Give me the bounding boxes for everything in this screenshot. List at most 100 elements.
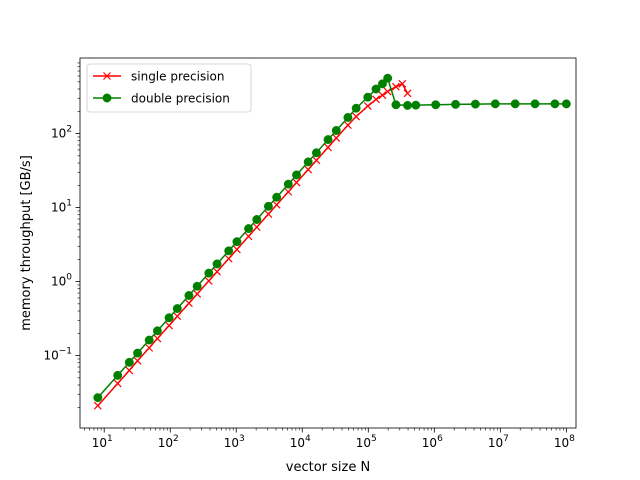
data-point [343, 121, 352, 130]
data-point [204, 268, 214, 278]
legend-item: single precision [93, 70, 224, 84]
data-point [403, 100, 412, 110]
x-tick-label: 101 [92, 434, 113, 450]
data-point [312, 156, 321, 165]
x-tick-label: 106 [422, 434, 443, 450]
data-point [343, 113, 353, 122]
data-point [324, 143, 332, 152]
data-point [133, 348, 143, 358]
data-point [152, 326, 162, 336]
data-point [292, 178, 301, 187]
data-point [371, 84, 381, 94]
data-point [351, 103, 361, 113]
data-point [93, 401, 102, 410]
data-point [391, 100, 401, 110]
plot-frame [79, 57, 577, 429]
data-point [550, 99, 560, 109]
data-point [252, 223, 261, 232]
data-point [363, 92, 373, 102]
data-point [153, 334, 162, 343]
series-single-precision [93, 79, 412, 410]
legend-label: double precision [131, 92, 230, 106]
data-point [133, 356, 142, 365]
data-point [372, 95, 380, 104]
data-point [470, 99, 480, 109]
data-point [173, 312, 182, 321]
x-tick-label: 102 [158, 434, 179, 450]
x-tick-label: 108 [554, 434, 575, 450]
data-point [232, 237, 242, 247]
data-point [283, 179, 293, 189]
data-point [303, 157, 313, 167]
data-point [224, 246, 234, 256]
data-point [244, 232, 253, 241]
data-point [184, 291, 194, 300]
series-double-precision [93, 73, 571, 403]
y-tick-label: 101 [51, 199, 72, 215]
legend-item: double precision [93, 92, 230, 106]
legend: single precision double precision [86, 63, 252, 113]
data-point [284, 187, 293, 196]
series-layer [93, 73, 571, 410]
data-point [311, 148, 321, 158]
data-point [93, 393, 103, 403]
data-point [403, 89, 412, 98]
data-point [224, 254, 233, 263]
data-point [264, 210, 273, 219]
x-tick-label: 105 [356, 434, 377, 450]
data-point [377, 79, 387, 89]
data-point [144, 335, 154, 345]
legend-marker [102, 93, 112, 103]
data-point [352, 112, 361, 121]
data-point [125, 366, 134, 375]
x-tick-label: 103 [224, 434, 245, 450]
data-point [272, 192, 282, 202]
data-point [304, 165, 313, 174]
y-axis-label: memory throughput [GB/s] [19, 155, 34, 331]
legend-label: single precision [131, 70, 224, 84]
data-point [124, 357, 134, 367]
data-point [331, 126, 341, 135]
data-point [172, 304, 182, 313]
data-point [561, 99, 571, 109]
data-point [490, 99, 500, 109]
data-point [204, 277, 213, 285]
data-point [164, 313, 174, 323]
data-point [292, 170, 301, 180]
y-tick-label: 102 [51, 125, 72, 141]
data-point [145, 343, 154, 352]
y-tick-label: 100 [51, 273, 72, 289]
y-tick-label: 10−1 [43, 347, 72, 363]
data-point [332, 134, 341, 142]
data-point [193, 290, 202, 298]
data-point [272, 200, 281, 209]
y-axis: 10−1 100 101 102 [43, 62, 80, 408]
data-point [165, 321, 173, 330]
data-point [192, 281, 202, 291]
data-point [263, 201, 273, 211]
data-point [383, 73, 393, 83]
data-point [510, 99, 520, 109]
data-point [252, 215, 262, 224]
data-point [213, 267, 221, 276]
data-point [431, 100, 441, 110]
data-point [378, 91, 387, 100]
data-point [383, 87, 392, 96]
x-axis: 101 102 103 104 105 106 107 108 [84, 428, 575, 450]
x-tick-label: 104 [290, 434, 311, 450]
data-point [212, 259, 222, 269]
data-point [391, 82, 400, 91]
data-point [323, 135, 333, 145]
data-point [363, 102, 372, 111]
data-point [113, 379, 122, 388]
x-tick-label: 107 [488, 434, 509, 450]
x-axis-label: vector size N [286, 460, 370, 475]
data-point [530, 99, 540, 109]
data-point [232, 245, 241, 254]
data-point [451, 99, 460, 109]
data-point [113, 370, 123, 380]
data-point [398, 79, 407, 88]
data-point [244, 224, 253, 234]
legend-marker [103, 72, 111, 80]
